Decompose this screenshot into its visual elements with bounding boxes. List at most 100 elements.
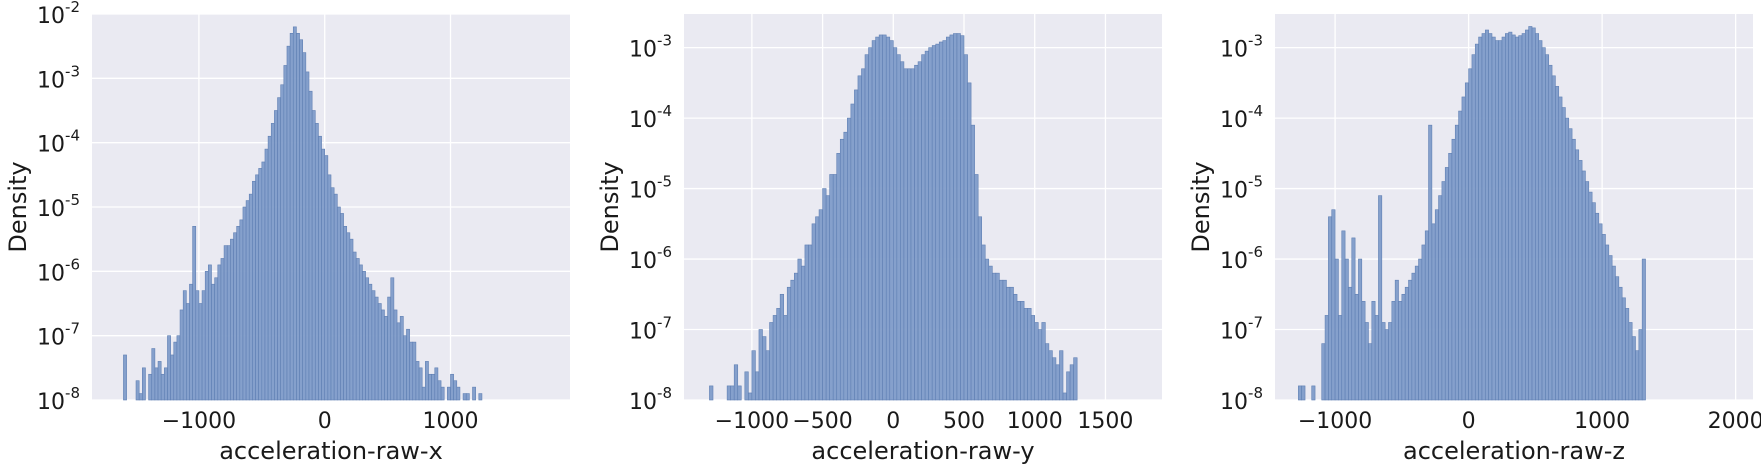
histogram-bar <box>1059 350 1064 401</box>
histogram-bar <box>412 341 417 401</box>
histogram-bar <box>984 258 990 401</box>
histogram-bar <box>847 117 852 401</box>
histogram-bar <box>226 245 231 401</box>
x-axis-label: acceleration-raw-z <box>1403 437 1625 465</box>
histogram-bar <box>776 308 781 401</box>
y-tick-label: 10-8 <box>629 384 672 415</box>
histogram-bar <box>885 36 891 401</box>
histogram-bar <box>953 33 958 401</box>
histogram-bar <box>857 75 862 401</box>
histogram-bar <box>772 315 777 401</box>
histogram-bar <box>239 219 244 401</box>
histogram-bar <box>1324 315 1329 401</box>
histogram-bar <box>811 223 816 401</box>
histogram-bar <box>1501 36 1506 401</box>
y-tick-label: 10-4 <box>37 127 80 158</box>
histogram-bar <box>176 335 181 401</box>
x-tick-label: 0 <box>318 409 332 434</box>
histogram-bar <box>1023 308 1028 401</box>
histogram-bar <box>160 373 165 401</box>
histogram-bar <box>186 303 190 401</box>
histogram-bar <box>204 271 209 401</box>
histogram-bar <box>1444 167 1449 401</box>
histogram-bar <box>142 367 146 401</box>
histogram-bar <box>1484 29 1489 401</box>
histogram-bar <box>960 35 965 401</box>
histogram-bar <box>406 328 410 401</box>
histogram-bar <box>286 45 291 401</box>
histogram-bar <box>421 386 426 401</box>
histogram-bar <box>797 258 802 401</box>
histogram-bar <box>296 32 300 401</box>
histogram-bar <box>1531 27 1536 401</box>
y-tick-label: 10-6 <box>37 255 80 286</box>
histogram-bar <box>352 251 357 401</box>
histogram-bar <box>864 54 869 401</box>
histogram-bar <box>1037 329 1043 401</box>
histogram-bar <box>264 148 269 401</box>
histogram-bar <box>387 296 392 401</box>
histogram-bar <box>170 354 175 401</box>
histogram-bar <box>1341 230 1346 401</box>
histogram-bar <box>330 187 335 401</box>
histogram-bar <box>1334 258 1339 401</box>
histogram-bar <box>274 110 278 401</box>
histogram-bar <box>928 47 933 401</box>
histogram-bar <box>428 373 432 401</box>
x-tick-label: 1000 <box>1574 409 1630 434</box>
histogram-bar <box>1298 385 1303 401</box>
histogram-bar <box>377 303 382 401</box>
histogram-bar <box>751 350 756 401</box>
histogram-bar <box>1358 258 1363 401</box>
histogram-bar <box>794 272 799 401</box>
histogram-bar <box>1458 110 1463 401</box>
histogram-bar <box>1541 47 1546 401</box>
histogram-bar <box>292 26 297 401</box>
histogram-bar <box>1528 26 1533 401</box>
histogram-bar <box>349 238 354 401</box>
histogram-bar <box>324 155 329 401</box>
y-tick-label: 10-8 <box>1220 384 1263 415</box>
histogram-bar <box>737 385 742 401</box>
histogram-bar <box>1481 33 1486 401</box>
histogram-bar <box>910 68 915 401</box>
histogram-bar <box>893 47 898 401</box>
histogram-bar <box>1438 195 1443 401</box>
histogram-bar <box>762 336 767 401</box>
histogram-bar <box>1551 75 1556 401</box>
histogram-bar <box>921 54 926 401</box>
histogram-bar <box>1331 209 1336 401</box>
histogram-bar <box>709 385 714 401</box>
y-tick-label: 10-4 <box>629 102 672 133</box>
histogram-bar <box>1618 286 1623 401</box>
histogram-bar <box>1045 343 1050 401</box>
histogram-bar <box>1002 279 1007 401</box>
histogram-bar <box>815 216 820 401</box>
histogram-bar <box>418 367 423 401</box>
histogram-bar <box>456 386 461 401</box>
histogram-bar <box>248 193 253 401</box>
histogram-bar <box>963 54 968 401</box>
y-tick-label: 10-6 <box>1220 243 1263 274</box>
histogram-bar <box>1066 371 1071 401</box>
histogram-bar <box>425 361 429 401</box>
histogram-bar <box>336 206 341 401</box>
histogram-bar <box>1464 82 1469 401</box>
histogram-bar <box>1451 138 1456 401</box>
histogram-bar <box>1434 209 1439 401</box>
histogram-bar <box>974 174 979 401</box>
histogram-bar <box>1428 124 1433 401</box>
histogram-bar <box>801 265 806 401</box>
histogram-bar <box>223 245 228 401</box>
histogram-bar <box>1441 181 1446 401</box>
histogram-bar <box>308 90 313 401</box>
histogram-bar <box>1431 223 1436 401</box>
histogram-bar <box>283 65 288 401</box>
histogram-bar <box>1575 149 1580 401</box>
histogram-bar <box>1013 293 1018 401</box>
histogram-bar <box>1421 244 1426 401</box>
x-tick-label: 500 <box>943 409 985 434</box>
histogram-bar <box>1615 276 1620 401</box>
histogram-bar <box>305 71 310 401</box>
histogram-bar <box>1505 33 1509 401</box>
